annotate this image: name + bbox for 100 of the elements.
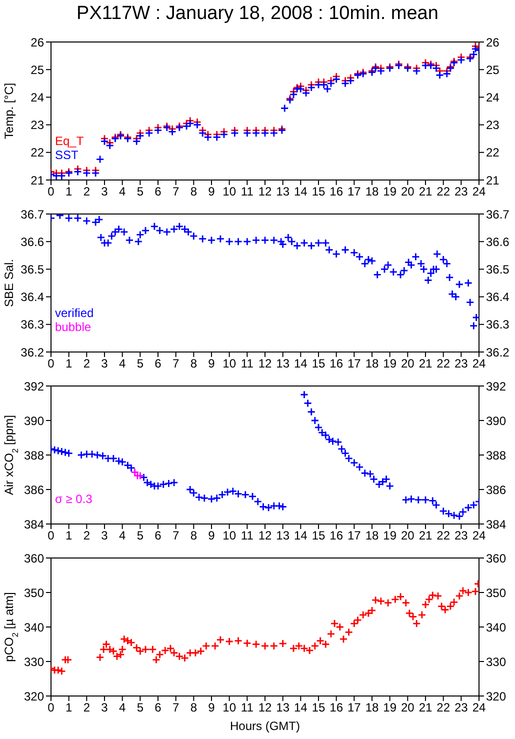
x-tick-label: 13 [276,184,290,199]
y2-tick-label: 388 [486,448,506,462]
x-tick-label: 20 [400,528,415,543]
x-tick-label: 13 [276,356,290,371]
x-tick-label: 7 [172,700,180,715]
x-tick-label: 8 [190,528,198,543]
x-tick-label: 10 [222,700,236,715]
x-tick-label: 5 [136,356,144,371]
x-tick-label: 9 [208,184,216,199]
x-tick-label: 19 [383,700,397,715]
y-tick-label: 36.2 [20,345,44,360]
x-tick-label: 17 [347,528,362,543]
x-tick-label: 2 [83,356,90,371]
y2-tick-label: 21 [486,173,500,188]
y-tick-label: 22 [30,146,44,160]
y-axis-title: Temp. [°C] [2,82,16,140]
x-tick-label: 22 [436,356,450,371]
x-tick-label: 1 [65,184,72,199]
x-tick-label: 10 [222,528,236,543]
y2-tick-label: 330 [486,654,506,669]
x-tick-label: 8 [190,700,198,715]
x-tick-label: 9 [208,356,216,371]
x-tick-label: 12 [258,356,272,371]
x-tick-label: 22 [436,700,450,715]
y-tick-label: 24 [30,90,44,104]
x-tick-label: 4 [118,184,126,199]
y2-tick-label: 36.3 [486,318,510,332]
y2-tick-label: 24 [486,90,500,104]
y2-tick-label: 350 [486,586,506,600]
x-tick-label: 10 [222,356,236,371]
x-tick-label: 16 [330,184,344,199]
x-tick-label: 15 [312,356,326,371]
x-tick-label: 23 [454,356,468,371]
y2-tick-label: 25 [486,62,500,77]
y2-tick-label: 392 [486,379,506,394]
y2-tick-label: 36.7 [486,207,510,222]
y2-tick-label: 386 [486,482,506,497]
x-tick-label: 24 [472,528,486,543]
x-tick-label: 0 [48,184,55,199]
y2-tick-label: 320 [486,689,506,704]
y2-tick-label: 26 [486,35,500,50]
y2-tick-label: 23 [486,118,500,132]
series-label: Eq_T [55,134,84,148]
y2-tick-label: 360 [486,551,506,566]
x-tick-label: 8 [190,184,198,199]
y-tick-label: 36.7 [20,207,44,222]
y-tick-label: 36.4 [20,290,44,304]
x-tick-label: 15 [312,184,326,199]
x-tick-label: 9 [208,700,216,715]
y-tick-label: 23 [30,118,44,132]
x-tick-label: 20 [400,184,415,199]
x-tick-label: 4 [118,528,126,543]
x-tick-label: 21 [418,528,432,543]
x-tick-label: 19 [383,528,397,543]
x-tick-label: 22 [436,184,450,199]
x-tick-label: 11 [240,184,254,199]
x-tick-label: 10 [222,184,236,199]
x-tick-label: 24 [472,356,486,371]
x-tick-label: 5 [136,700,144,715]
x-tick-label: 14 [294,700,308,715]
x-tick-label: 14 [294,528,308,543]
x-tick-label: 18 [365,356,379,371]
y-tick-label: 21 [30,173,44,188]
x-tick-label: 13 [276,700,290,715]
x-tick-label: 3 [101,356,108,371]
x-tick-label: 24 [472,184,486,199]
x-tick-label: 0 [48,356,55,371]
x-tick-label: 23 [454,184,468,199]
y2-tick-label: 36.6 [486,234,510,249]
x-tick-label: 6 [154,528,162,543]
y-tick-label: 360 [24,551,44,566]
x-tick-label: 6 [154,184,162,199]
y2-tick-label: 390 [486,414,506,428]
x-tick-label: 16 [330,700,344,715]
x-tick-label: 22 [436,528,450,543]
x-tick-label: 12 [258,528,272,543]
x-tick-label: 13 [276,528,290,543]
x-tick-label: 9 [208,528,216,543]
x-tick-label: 3 [101,700,108,715]
x-tick-label: 7 [172,184,180,199]
x-tick-label: 16 [330,356,344,371]
x-tick-label: 11 [240,356,254,371]
x-tick-label: 19 [383,184,397,199]
y2-tick-label: 384 [486,517,506,532]
x-tick-label: 21 [418,184,432,199]
x-tick-label: 0 [48,528,55,543]
x-tick-label: 14 [294,184,308,199]
chart-title: PX117W : January 18, 2008 : 10min. mean [76,2,440,26]
x-tick-label: 6 [154,356,162,371]
x-tick-label: 19 [383,356,397,371]
y2-tick-label: 36.4 [486,290,510,304]
x-axis-title: Hours (GMT) [230,719,300,733]
x-tick-label: 14 [294,356,308,371]
x-tick-label: 21 [418,356,432,371]
x-tick-label: 2 [83,528,90,543]
text: σ ≥ 0.3 [55,492,92,506]
series-label: SST [55,148,80,162]
y2-tick-label: 22 [486,146,500,160]
x-tick-label: 24 [472,700,486,715]
y-tick-label: 350 [24,586,44,600]
